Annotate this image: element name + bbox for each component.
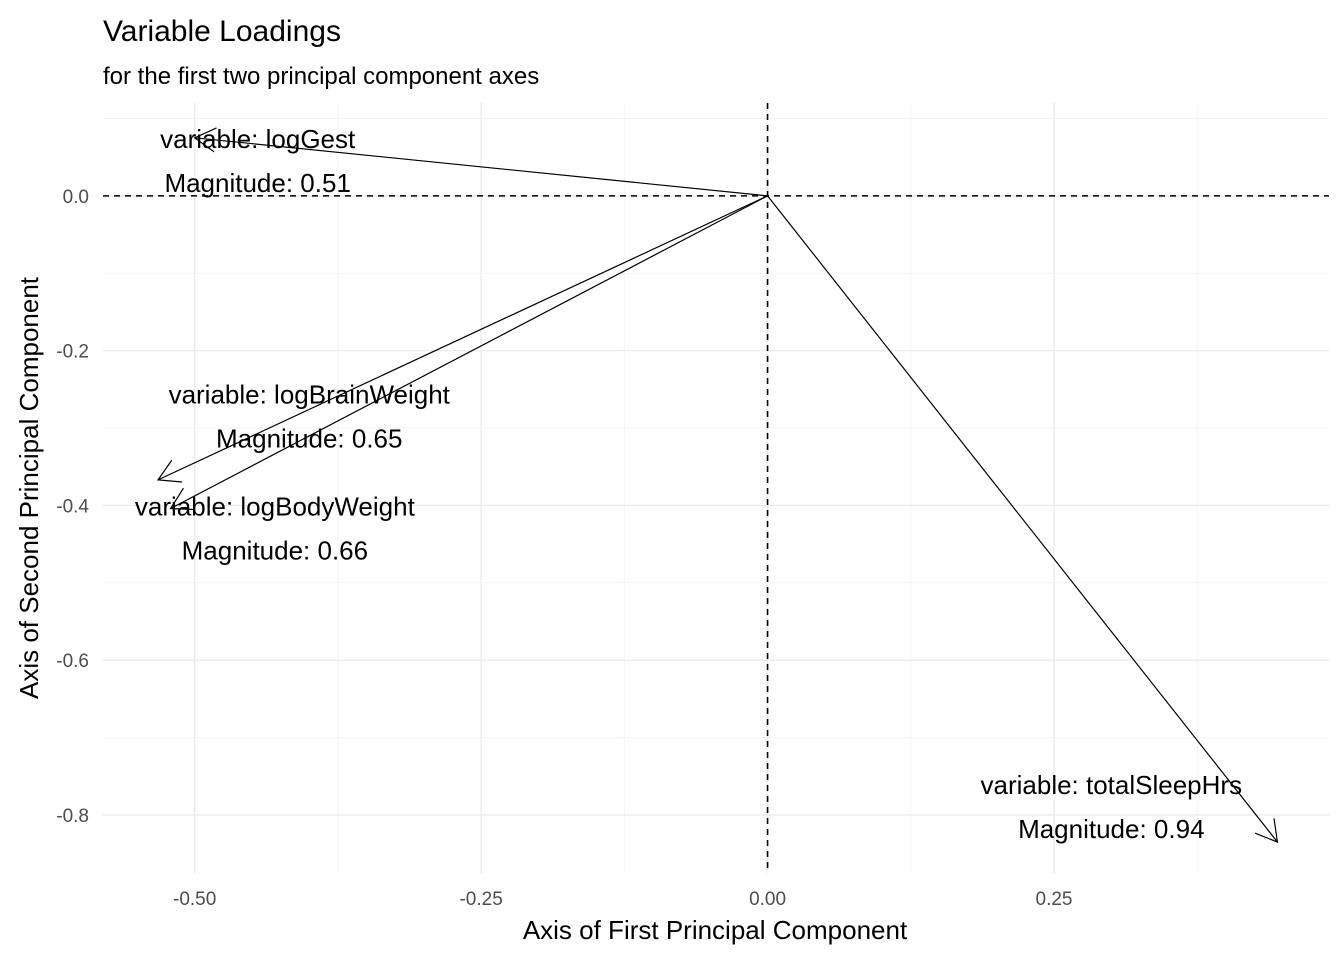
grid-lines (103, 103, 1329, 873)
vector-label-logGest: variable: logGest (160, 124, 356, 154)
arrowhead-logBodyWeight (169, 487, 195, 511)
vector-totalSleepHrs (767, 195, 1278, 843)
magnitude-label-logGest: Magnitude: 0.51 (164, 168, 350, 198)
arrowhead-totalSleepHrs (1254, 818, 1279, 843)
magnitude-label-logBodyWeight: Magnitude: 0.66 (182, 536, 368, 566)
vector-logGest (194, 137, 768, 197)
y-axis-ticks: 0.0 -0.2 -0.4 -0.6 -0.8 (56, 187, 89, 827)
vector-logBrainWeight (157, 195, 768, 481)
vector-logBodyWeight (170, 195, 768, 510)
y-tick-label: -0.6 (56, 651, 89, 672)
vector-labels: variable: logGest Magnitude: 0.51 variable… (135, 124, 1242, 844)
chart-title: Variable Loadings (103, 15, 341, 48)
vector-label-logBodyWeight: variable: logBodyWeight (135, 492, 416, 522)
chart-subtitle: for the first two principal component ax… (103, 63, 539, 90)
x-tick-label: -0.50 (173, 889, 216, 910)
y-tick-label: -0.4 (56, 496, 89, 517)
x-tick-label: 0.00 (749, 889, 786, 910)
vector-label-logBrainWeight: variable: logBrainWeight (169, 379, 451, 409)
arrowhead-logBrainWeight (156, 459, 182, 483)
magnitude-label-logBrainWeight: Magnitude: 0.65 (216, 423, 402, 453)
vector-label-totalSleepHrs: variable: totalSleepHrs (981, 770, 1243, 800)
x-tick-label: 0.25 (1036, 889, 1073, 910)
y-tick-label: -0.8 (56, 806, 89, 827)
x-tick-label: -0.25 (459, 889, 502, 910)
reference-lines (103, 103, 1329, 873)
x-axis-title: Axis of First Principal Component (523, 915, 908, 945)
loading-vectors (156, 127, 1279, 843)
x-axis-ticks: -0.50 -0.25 0.00 0.25 (173, 889, 1072, 910)
magnitude-label-totalSleepHrs: Magnitude: 0.94 (1018, 814, 1204, 844)
arrowhead-logGest (193, 127, 217, 153)
y-tick-label: 0.0 (63, 187, 89, 208)
y-axis-title: Axis of Second Principal Component (14, 276, 44, 699)
y-tick-label: -0.2 (56, 342, 89, 363)
